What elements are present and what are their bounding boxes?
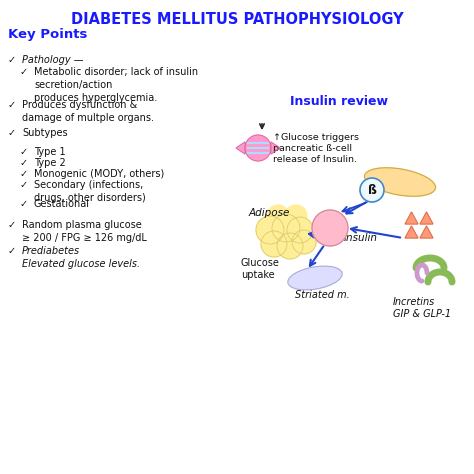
Text: Incretins
GIP & GLP-1: Incretins GIP & GLP-1 [393,297,451,319]
Text: Subtypes: Subtypes [22,128,68,138]
Circle shape [312,210,348,246]
Ellipse shape [288,266,342,290]
Text: Glucose
uptake: Glucose uptake [241,258,280,281]
Polygon shape [420,212,433,224]
Circle shape [292,230,316,254]
Text: ✓: ✓ [8,128,16,138]
Text: ✓: ✓ [20,67,28,77]
Polygon shape [236,142,245,154]
Text: Striated m.: Striated m. [295,290,350,300]
Text: Random plasma glucose
≥ 200 / FPG ≥ 126 mg/dL: Random plasma glucose ≥ 200 / FPG ≥ 126 … [22,220,147,243]
Text: Insulin: Insulin [344,233,378,243]
Text: ✓: ✓ [8,55,16,65]
Text: ✓: ✓ [20,147,28,157]
Text: ✓: ✓ [20,169,28,179]
Polygon shape [405,226,418,238]
Circle shape [287,217,313,243]
Text: Metabolic disorder; lack of insulin
secretion/action
produces hyperglycemia.: Metabolic disorder; lack of insulin secr… [34,67,198,102]
Circle shape [285,205,307,227]
Text: ✓: ✓ [20,158,28,168]
Text: Prediabetes
Elevated glucose levels.: Prediabetes Elevated glucose levels. [22,246,140,269]
Circle shape [360,178,384,202]
Circle shape [261,231,287,257]
Text: ß: ß [367,183,376,197]
Text: ✓: ✓ [8,246,16,256]
Text: ✓: ✓ [20,199,28,209]
Text: ✓: ✓ [8,100,16,110]
Circle shape [245,135,271,161]
Text: Type 2: Type 2 [34,158,66,168]
Text: ✓: ✓ [20,180,28,190]
Polygon shape [405,212,418,224]
Polygon shape [420,226,433,238]
Text: Adipose: Adipose [249,208,291,218]
Text: Secondary (infections,
drugs, other disorders): Secondary (infections, drugs, other diso… [34,180,146,203]
Text: Insulin review: Insulin review [290,95,388,108]
Text: Key Points: Key Points [8,28,87,41]
Text: Gestational: Gestational [34,199,90,209]
Ellipse shape [365,168,436,196]
Polygon shape [271,142,280,154]
Text: Type 1: Type 1 [34,147,65,157]
Circle shape [267,205,289,227]
Text: Pathology —: Pathology — [22,55,83,65]
Circle shape [256,216,284,244]
Text: ↑Glucose triggers
pancreatic ß-cell
release of Insulin.: ↑Glucose triggers pancreatic ß-cell rele… [273,133,359,164]
Text: Produces dysfunction &
damage of multple organs.: Produces dysfunction & damage of multple… [22,100,154,123]
Circle shape [272,214,300,242]
Text: DIABETES MELLITUS PATHOPHYSIOLOGY: DIABETES MELLITUS PATHOPHYSIOLOGY [71,12,403,27]
Text: ✓: ✓ [8,220,16,230]
Circle shape [277,233,303,259]
Text: Monogenic (MODY, others): Monogenic (MODY, others) [34,169,164,179]
